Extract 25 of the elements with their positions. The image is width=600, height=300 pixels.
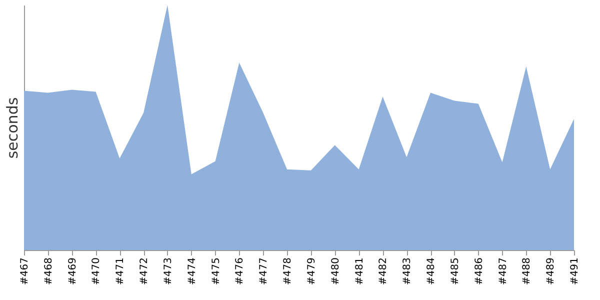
x-tick-label: #468 [43,258,54,285]
x-tick-label: #487 [498,258,509,285]
x-tick-label: #475 [210,258,222,285]
y-axis-title: seconds [4,97,22,159]
x-tick-label: #467 [20,258,30,285]
x-tick-label: #481 [354,258,366,285]
x-tick-label: #478 [282,258,294,285]
x-tick-label: #483 [402,258,414,285]
x-tick-label: #482 [378,258,390,285]
x-tick-label: #477 [258,258,270,285]
x-tick-label: #469 [67,258,78,285]
x-tick-label: #484 [426,258,438,285]
x-tick-label: #473 [162,258,174,285]
x-tick-label: #476 [234,258,246,285]
x-tick-label: #480 [330,258,342,285]
x-tick-label: #485 [450,258,461,285]
x-tick-label: #491 [570,258,580,285]
x-tick-label: #471 [115,258,126,285]
x-tick-label: #486 [474,258,485,285]
x-tick-label: #470 [91,258,102,285]
x-tick-label: #474 [186,258,198,285]
x-tick-label: #472 [139,258,150,285]
x-tick-label: #489 [546,258,557,285]
x-tick-label: #479 [306,258,318,285]
x-tick-label: #488 [522,258,533,285]
